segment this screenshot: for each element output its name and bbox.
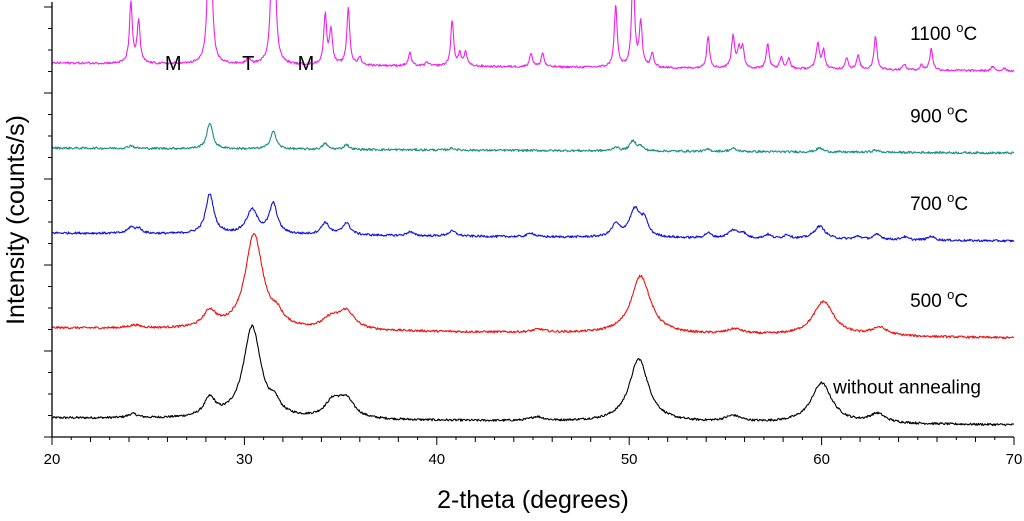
x-tick-label: 30	[236, 451, 253, 468]
phase-label-0: M	[165, 53, 182, 75]
series-label-4: 1100 oC	[910, 20, 977, 45]
series-layer	[51, 0, 1015, 427]
series-labels: without annealing 500 oC 700 oC 900 oC 1100 …	[832, 20, 981, 399]
series-label-3: 900 oC	[910, 103, 968, 128]
ticks: 20 30 40 50 60 70	[44, 437, 1023, 468]
x-tick-label: 20	[44, 451, 61, 468]
y-axis-title: Intensity (counts/s)	[2, 115, 30, 325]
x-axis-title: 2-theta (degrees)	[437, 486, 629, 514]
phase-label-1: T	[242, 53, 254, 75]
series-line-2	[51, 193, 1015, 243]
x-tick-label: 40	[428, 451, 445, 468]
series-label-1: 500 oC	[910, 287, 968, 312]
x-tick-label: 70	[1006, 451, 1023, 468]
series-label-2: 700 oC	[910, 190, 968, 215]
y-ticks	[44, 6, 52, 438]
x-tick-label: 50	[621, 451, 638, 468]
series-line-4	[51, 0, 1015, 73]
series-line-3	[51, 122, 1015, 155]
series-line-1	[51, 232, 1015, 340]
series-label-0: without annealing	[832, 378, 981, 399]
phase-label-2: M	[298, 53, 315, 75]
x-tick-label: 60	[813, 451, 830, 468]
series-line-0	[51, 324, 1014, 427]
